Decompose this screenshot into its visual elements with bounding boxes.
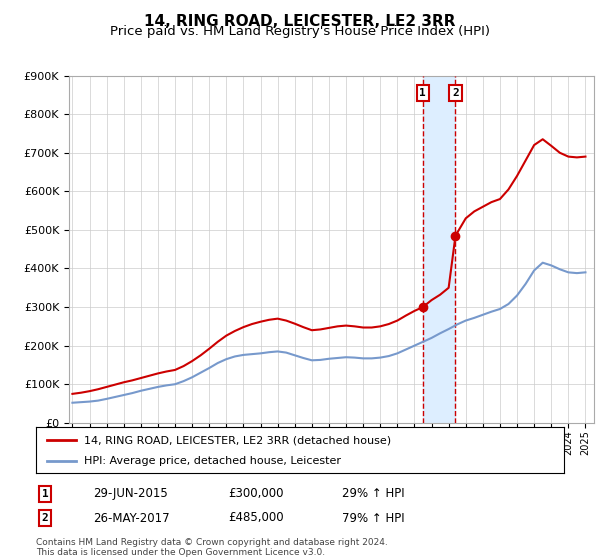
Text: £300,000: £300,000 <box>228 487 284 501</box>
Text: 14, RING ROAD, LEICESTER, LE2 3RR (detached house): 14, RING ROAD, LEICESTER, LE2 3RR (detac… <box>83 435 391 445</box>
Text: 26-MAY-2017: 26-MAY-2017 <box>93 511 170 525</box>
Text: 1: 1 <box>41 489 49 499</box>
Text: Price paid vs. HM Land Registry's House Price Index (HPI): Price paid vs. HM Land Registry's House … <box>110 25 490 38</box>
Bar <box>423 76 455 423</box>
Text: Contains HM Land Registry data © Crown copyright and database right 2024.
This d: Contains HM Land Registry data © Crown c… <box>36 538 388 557</box>
Text: 2: 2 <box>41 513 49 523</box>
Text: 14, RING ROAD, LEICESTER, LE2 3RR: 14, RING ROAD, LEICESTER, LE2 3RR <box>144 14 456 29</box>
Text: 2: 2 <box>452 88 459 98</box>
Text: HPI: Average price, detached house, Leicester: HPI: Average price, detached house, Leic… <box>83 456 341 466</box>
Text: 79% ↑ HPI: 79% ↑ HPI <box>342 511 404 525</box>
Text: 1: 1 <box>419 88 426 98</box>
Text: 29% ↑ HPI: 29% ↑ HPI <box>342 487 404 501</box>
Text: 29-JUN-2015: 29-JUN-2015 <box>93 487 168 501</box>
Text: £485,000: £485,000 <box>228 511 284 525</box>
